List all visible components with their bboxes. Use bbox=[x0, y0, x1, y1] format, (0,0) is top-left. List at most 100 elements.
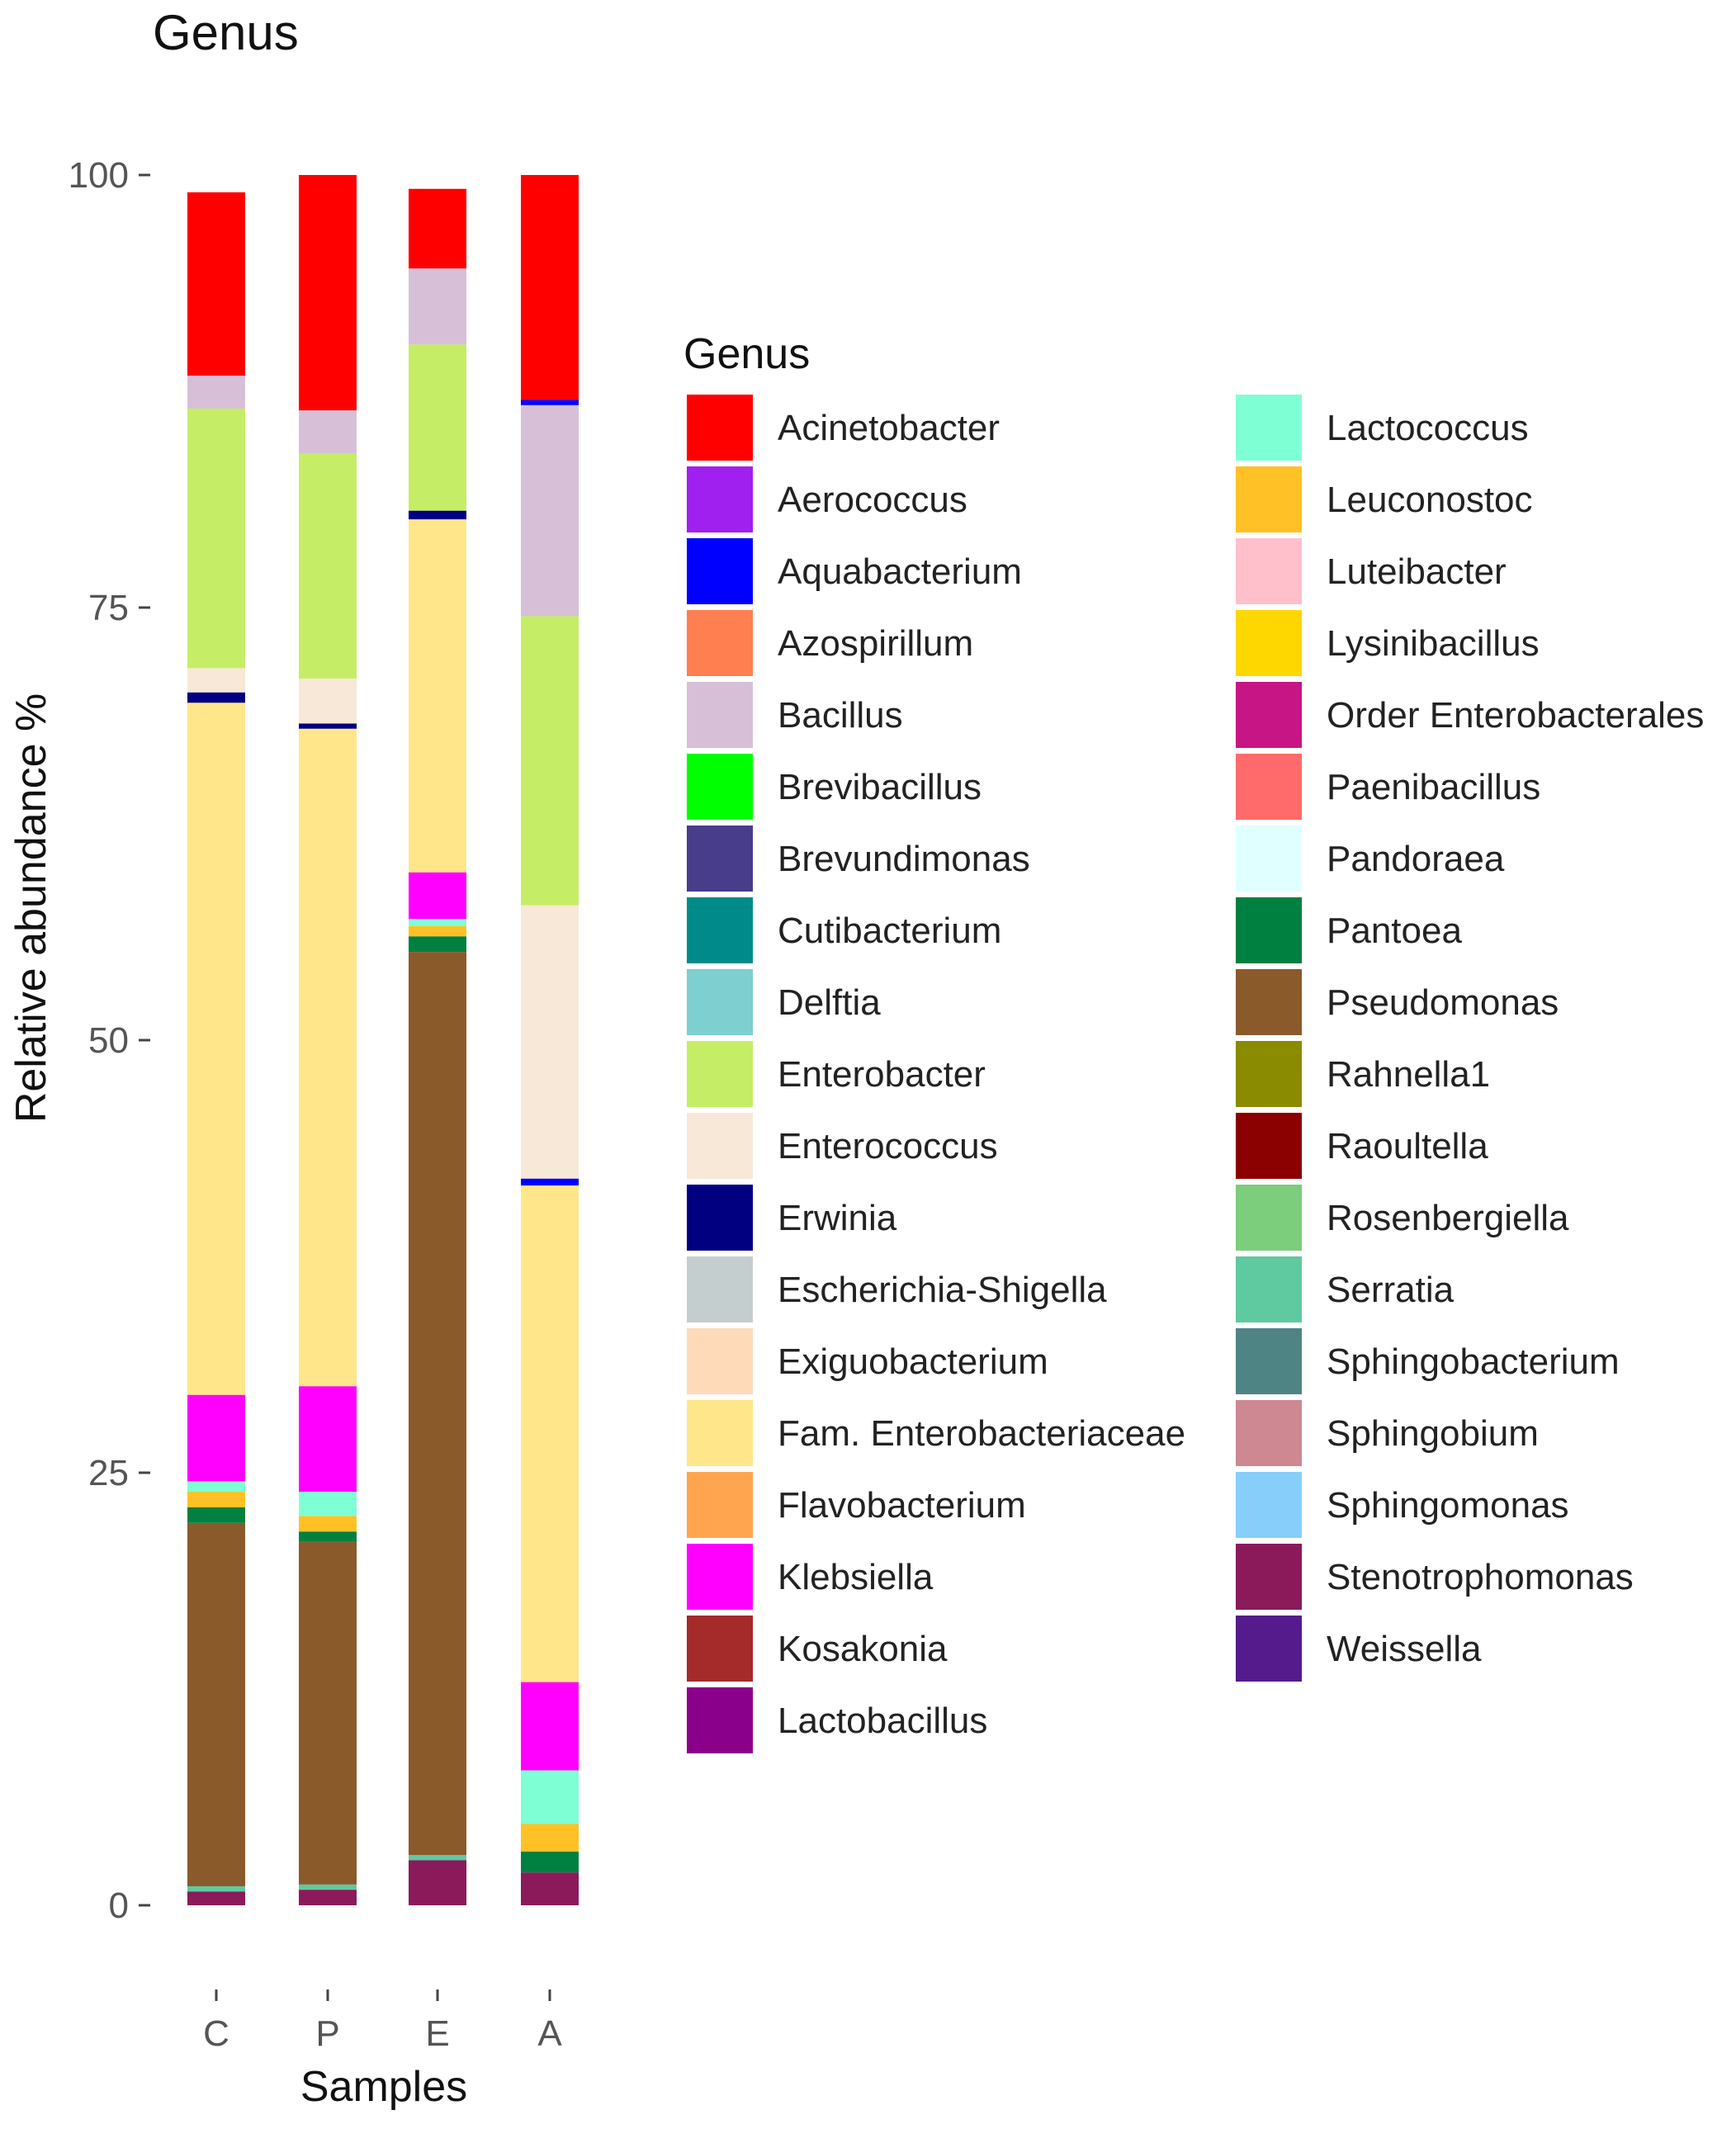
x-axis-title: Samples bbox=[300, 2063, 467, 2111]
legend-key-kosakonia bbox=[687, 1616, 753, 1682]
legend-label-delftia: Delftia bbox=[778, 982, 881, 1023]
legend-item-sphingobacterium: Sphingobacterium bbox=[1236, 1328, 1620, 1394]
legend-label-exiguobacterium: Exiguobacterium bbox=[778, 1341, 1048, 1382]
bar-segment-a-lactococcus bbox=[521, 1770, 579, 1824]
legend-item-klebsiella: Klebsiella bbox=[687, 1544, 934, 1610]
legend-item-cutibacterium: Cutibacterium bbox=[687, 897, 1001, 963]
bar-segment-p-erwinia bbox=[299, 723, 357, 729]
bar-segment-c-erwinia bbox=[187, 692, 245, 703]
bar-segment-p-stenotrophomonas bbox=[299, 1890, 357, 1905]
y-tick-label: 0 bbox=[109, 1885, 129, 1926]
bar-segment-c-bacillus bbox=[187, 376, 245, 409]
bar-segment-a-aquabacterium bbox=[521, 400, 579, 405]
legend-key-brevundimonas bbox=[687, 826, 753, 892]
legend-key-pandoraea bbox=[1236, 826, 1302, 892]
legend-item-sphingomonas: Sphingomonas bbox=[1236, 1472, 1569, 1538]
bar-segment-c-stenotrophomonas bbox=[187, 1891, 245, 1905]
x-tick-label-e: E bbox=[425, 2013, 449, 2054]
legend-label-enterococcus: Enterococcus bbox=[778, 1126, 998, 1166]
legend-item-aerococcus: Aerococcus bbox=[687, 466, 967, 532]
legend-label-sphingobium: Sphingobium bbox=[1327, 1413, 1539, 1454]
legend-key-aquabacterium bbox=[687, 538, 753, 604]
legend-item-pandoraea: Pandoraea bbox=[1236, 826, 1505, 892]
legend-key-lysinibacillus bbox=[1236, 610, 1302, 676]
legend-key-bacillus bbox=[687, 682, 753, 748]
legend-key-pseudomonas bbox=[1236, 969, 1302, 1035]
legend-item-order-enterobacterales: Order Enterobacterales bbox=[1236, 682, 1704, 748]
bar-segment-p-acinetobacter bbox=[299, 175, 357, 411]
legend-key-leuconostoc bbox=[1236, 466, 1302, 532]
bar-segment-e-fam-enterobacteriaceae bbox=[409, 519, 466, 873]
legend-label-fam-enterobacteriaceae: Fam. Enterobacteriaceae bbox=[778, 1413, 1185, 1454]
legend-label-cutibacterium: Cutibacterium bbox=[778, 911, 1001, 951]
legend-label-rosenbergiella: Rosenbergiella bbox=[1327, 1198, 1569, 1238]
legend-label-pandoraea: Pandoraea bbox=[1327, 839, 1505, 879]
legend-label-flavobacterium: Flavobacterium bbox=[778, 1485, 1026, 1526]
legend-label-pseudomonas: Pseudomonas bbox=[1327, 982, 1559, 1023]
legend-item-azospirillum: Azospirillum bbox=[687, 610, 973, 676]
legend-label-azospirillum: Azospirillum bbox=[778, 623, 973, 664]
legend-label-lysinibacillus: Lysinibacillus bbox=[1327, 623, 1540, 664]
bar-segment-e-stenotrophomonas bbox=[409, 1860, 466, 1905]
legend-item-serratia: Serratia bbox=[1236, 1256, 1455, 1322]
bar-segment-e-serratia bbox=[409, 1855, 466, 1861]
bar-segment-a-enterococcus bbox=[521, 905, 579, 1179]
legend-label-lactococcus: Lactococcus bbox=[1327, 408, 1529, 448]
bar-segment-e-pseudomonas bbox=[409, 952, 466, 1856]
bar-segment-a-pantoea bbox=[521, 1852, 579, 1873]
legend-label-luteibacter: Luteibacter bbox=[1327, 551, 1507, 592]
legend-item-paenibacillus: Paenibacillus bbox=[1236, 754, 1540, 820]
legend-item-erwinia: Erwinia bbox=[687, 1185, 897, 1251]
legend-label-sphingomonas: Sphingomonas bbox=[1327, 1485, 1569, 1526]
legend-key-sphingobacterium bbox=[1236, 1328, 1302, 1394]
x-tick-label-p: P bbox=[315, 2013, 339, 2054]
legend-key-lactobacillus bbox=[687, 1687, 753, 1753]
legend-key-cutibacterium bbox=[687, 897, 753, 963]
legend-label-acinetobacter: Acinetobacter bbox=[778, 408, 1000, 448]
legend-label-weissella: Weissella bbox=[1327, 1629, 1482, 1669]
legend-item-exiguobacterium: Exiguobacterium bbox=[687, 1328, 1048, 1394]
legend-item-raoultella: Raoultella bbox=[1236, 1113, 1488, 1179]
legend-item-pantoea: Pantoea bbox=[1236, 897, 1462, 963]
bar-segment-e-acinetobacter bbox=[409, 188, 466, 269]
legend-label-sphingobacterium: Sphingobacterium bbox=[1327, 1341, 1620, 1382]
legend-key-order-enterobacterales bbox=[1236, 682, 1302, 748]
bar-segment-a-enterobacter bbox=[521, 616, 579, 906]
bar-segment-c-enterobacter bbox=[187, 408, 245, 669]
legend-label-order-enterobacterales: Order Enterobacterales bbox=[1327, 695, 1704, 736]
bar-segment-c-pseudomonas bbox=[187, 1522, 245, 1886]
bar-segment-p-enterobacter bbox=[299, 453, 357, 679]
legend-label-serratia: Serratia bbox=[1327, 1270, 1455, 1310]
legend-label-lactobacillus: Lactobacillus bbox=[778, 1701, 987, 1741]
bar-segment-e-enterobacter bbox=[409, 344, 466, 511]
legend-key-paenibacillus bbox=[1236, 754, 1302, 820]
bar-segment-p-fam-enterobacteriaceae bbox=[299, 728, 357, 1387]
legend-item-delftia: Delftia bbox=[687, 969, 881, 1035]
legend-key-luteibacter bbox=[1236, 538, 1302, 604]
bars bbox=[187, 175, 579, 1905]
bar-segment-e-bacillus bbox=[409, 268, 466, 345]
legend-item-acinetobacter: Acinetobacter bbox=[687, 395, 1000, 461]
legend-key-delftia bbox=[687, 969, 753, 1035]
bar-segment-c-fam-enterobacteriaceae bbox=[187, 703, 245, 1395]
bar-segment-p-pseudomonas bbox=[299, 1541, 357, 1885]
bar-segment-a-acinetobacter bbox=[521, 175, 579, 400]
bar-segment-a-klebsiella bbox=[521, 1682, 579, 1771]
legend-key-brevibacillus bbox=[687, 754, 753, 820]
legend-label-kosakonia: Kosakonia bbox=[778, 1629, 948, 1669]
legend-key-lactococcus bbox=[1236, 395, 1302, 461]
legend-key-fam-enterobacteriaceae bbox=[687, 1400, 753, 1466]
bar-segment-p-pantoea bbox=[299, 1531, 357, 1542]
y-axis-title: Relative abundance % bbox=[7, 693, 55, 1123]
legend-item-weissella: Weissella bbox=[1236, 1616, 1482, 1682]
legend-label-enterobacter: Enterobacter bbox=[778, 1054, 986, 1095]
legend-label-aerococcus: Aerococcus bbox=[778, 480, 967, 520]
legend: Genus Acinetobacter Aerococcus Aquabacteri… bbox=[684, 330, 1704, 1753]
bar-segment-a-stenotrophomonas bbox=[521, 1872, 579, 1905]
legend-key-azospirillum bbox=[687, 610, 753, 676]
bar-segment-c-acinetobacter bbox=[187, 192, 245, 376]
legend-item-aquabacterium: Aquabacterium bbox=[687, 538, 1022, 604]
bar-segment-e-klebsiella bbox=[409, 872, 466, 920]
legend-item-stenotrophomonas: Stenotrophomonas bbox=[1236, 1544, 1634, 1610]
